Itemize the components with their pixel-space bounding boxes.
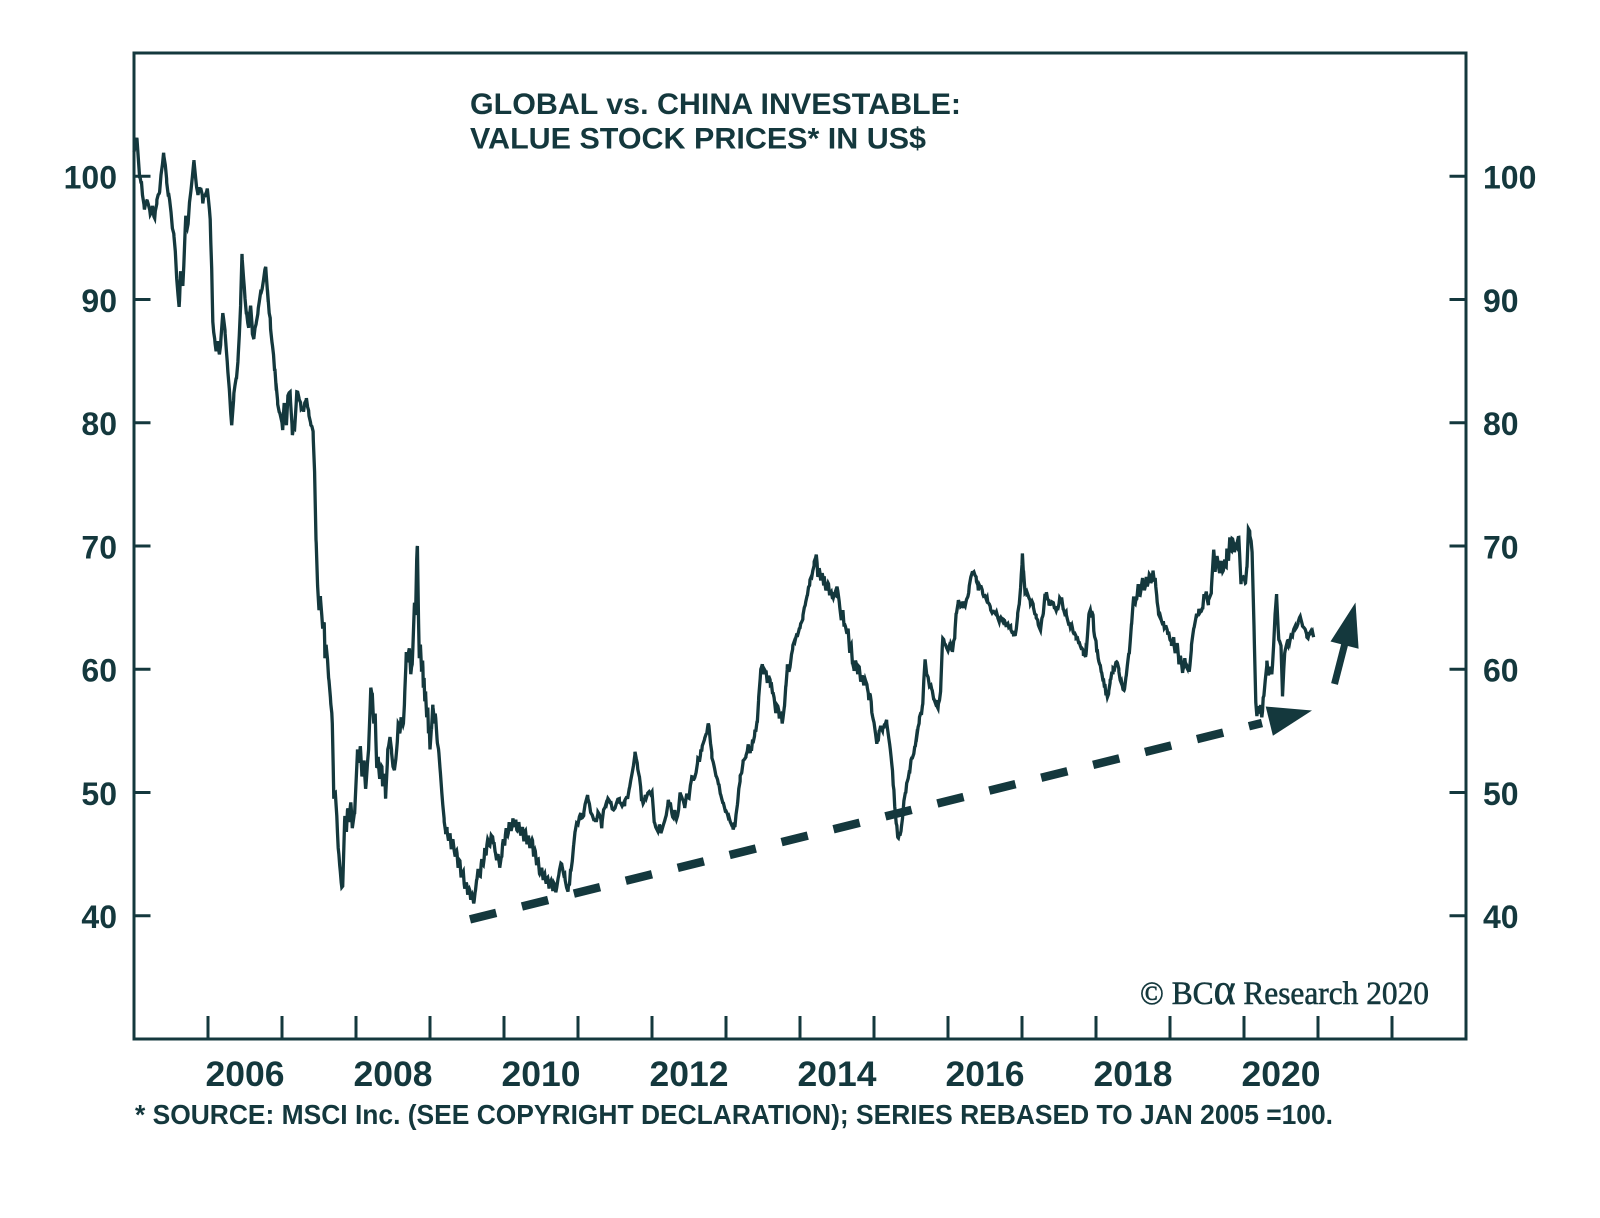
svg-text:80: 80 [81, 406, 117, 442]
svg-text:© BCα Research 2020: © BCα Research 2020 [1140, 965, 1429, 1014]
svg-text:90: 90 [81, 283, 117, 319]
svg-text:60: 60 [1483, 653, 1519, 689]
svg-text:100: 100 [1483, 160, 1536, 196]
svg-text:2010: 2010 [502, 1055, 581, 1094]
svg-text:60: 60 [81, 653, 117, 689]
svg-text:50: 50 [81, 776, 117, 812]
svg-text:2018: 2018 [1094, 1055, 1173, 1094]
svg-text:70: 70 [81, 529, 117, 565]
svg-text:GLOBAL vs. CHINA INVESTABLE:: GLOBAL vs. CHINA INVESTABLE: [470, 88, 961, 121]
svg-text:40: 40 [1483, 899, 1519, 935]
svg-text:100: 100 [64, 160, 117, 196]
svg-text:* SOURCE: MSCI Inc. (SEE COPYR: * SOURCE: MSCI Inc. (SEE COPYRIGHT DECLA… [135, 1099, 1333, 1130]
svg-text:VALUE STOCK PRICES* IN US$: VALUE STOCK PRICES* IN US$ [470, 123, 926, 156]
svg-text:2006: 2006 [206, 1055, 285, 1094]
svg-text:70: 70 [1483, 529, 1519, 565]
svg-text:90: 90 [1483, 283, 1519, 319]
svg-text:2016: 2016 [946, 1055, 1025, 1094]
svg-text:2014: 2014 [798, 1055, 878, 1094]
svg-text:2008: 2008 [354, 1055, 433, 1094]
svg-text:2020: 2020 [1242, 1055, 1321, 1094]
svg-text:2012: 2012 [650, 1055, 729, 1094]
svg-text:40: 40 [81, 899, 117, 935]
svg-text:50: 50 [1483, 776, 1519, 812]
svg-text:80: 80 [1483, 406, 1519, 442]
